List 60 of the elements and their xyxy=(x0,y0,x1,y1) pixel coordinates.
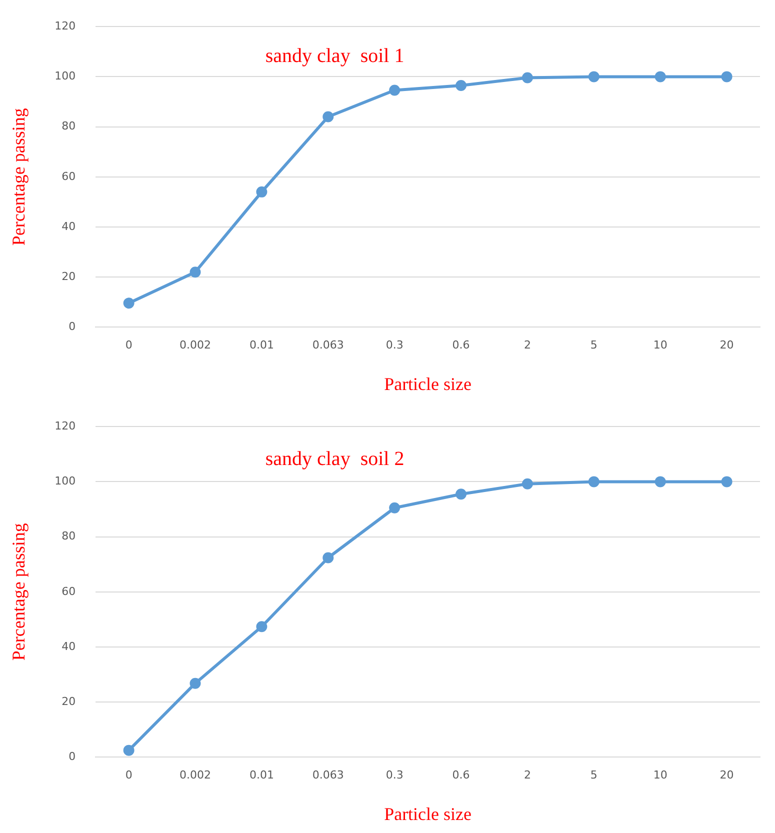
point xyxy=(721,476,732,488)
x-tick-label: 2 xyxy=(524,338,531,352)
point xyxy=(190,678,201,689)
y-tick-label: 80 xyxy=(62,530,76,543)
x-tick-label: 10 xyxy=(653,338,668,352)
x-tick-label: 20 xyxy=(720,338,734,352)
y-axis-title: Percentage passing xyxy=(8,523,29,661)
x-axis-title: Particle size xyxy=(384,804,472,824)
x-tick-label: 5 xyxy=(590,768,598,782)
y-tick-label: 60 xyxy=(62,584,76,598)
point xyxy=(588,476,600,488)
point xyxy=(721,71,732,82)
text: sandy clay soil 1 xyxy=(265,44,404,67)
y-tick-label: 100 xyxy=(54,474,76,488)
y-tick-label: 120 xyxy=(54,419,76,432)
point xyxy=(456,80,467,91)
point xyxy=(256,621,268,632)
y-tick-label: 60 xyxy=(62,170,76,183)
point xyxy=(190,266,201,278)
y-tick-label: 0 xyxy=(68,750,76,764)
x-tick-label: 0.01 xyxy=(249,338,274,352)
text: sandy clay soil 2 xyxy=(265,448,404,470)
point xyxy=(123,744,134,756)
x-tick-label: 0 xyxy=(125,768,132,782)
x-tick-label: 0.002 xyxy=(180,338,212,352)
x-tick-label: 10 xyxy=(653,768,668,782)
x-tick-label: 0.6 xyxy=(452,338,470,352)
point xyxy=(322,111,334,122)
y-tick-label: 80 xyxy=(62,120,76,133)
point xyxy=(456,488,467,500)
y-tick-label: 0 xyxy=(68,320,76,334)
y-tick-label: 20 xyxy=(62,270,76,283)
x-tick-label: 2 xyxy=(524,768,531,782)
y-tick-label: 20 xyxy=(62,694,76,708)
x-tick-label: 0.3 xyxy=(386,768,404,782)
point xyxy=(322,552,334,564)
point xyxy=(654,476,666,488)
point xyxy=(654,71,666,82)
x-tick-label: 0.6 xyxy=(452,768,470,782)
x-tick-label: 0.002 xyxy=(180,768,212,782)
x-tick-label: 5 xyxy=(590,338,598,352)
point xyxy=(522,72,533,84)
point xyxy=(522,478,533,490)
point xyxy=(588,71,600,82)
point xyxy=(389,502,400,514)
point xyxy=(389,84,400,96)
x-tick-label: 0.063 xyxy=(312,338,344,352)
point xyxy=(256,186,268,198)
point xyxy=(123,298,134,309)
y-tick-label: 100 xyxy=(54,70,76,83)
x-tick-label: 20 xyxy=(720,768,734,782)
x-tick-label: 0.3 xyxy=(386,338,404,352)
x-tick-label: 0.063 xyxy=(312,768,344,782)
x-tick-label: 0.01 xyxy=(249,768,274,782)
x-tick-label: 0 xyxy=(125,338,132,352)
y-tick-label: 40 xyxy=(62,220,76,233)
y-axis-title: Percentage passing xyxy=(8,108,29,246)
y-tick-label: 40 xyxy=(62,640,76,653)
x-axis-title: Particle size xyxy=(384,374,472,394)
y-tick-label: 120 xyxy=(54,19,76,32)
